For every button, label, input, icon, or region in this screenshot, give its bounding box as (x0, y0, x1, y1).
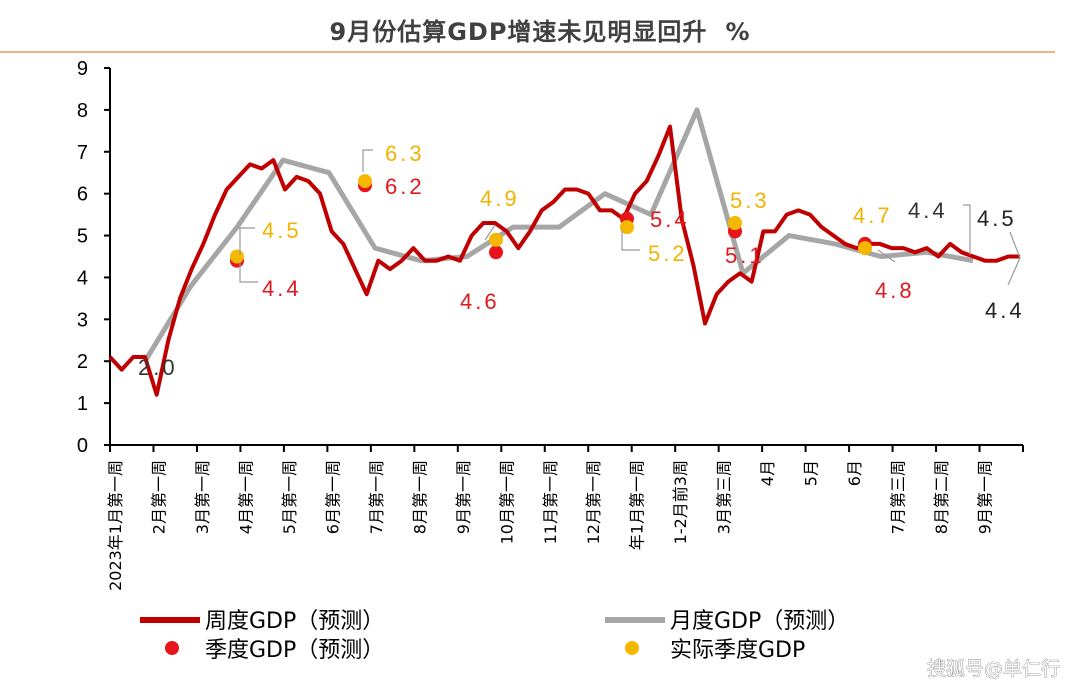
data-label: 4.7 (853, 203, 893, 228)
quarterly-actual-point (230, 249, 244, 264)
data-label: 4.5 (977, 206, 1017, 231)
weekly-gdp-line (108, 124, 1020, 397)
y-tick-label: 2 (77, 351, 88, 373)
leader-line (362, 149, 373, 172)
x-tick-label: 2月第一周 (149, 460, 168, 534)
x-tick-label: 3月第一周 (193, 460, 212, 534)
y-tick-label: 5 (77, 226, 88, 248)
legend-monthly-label: 月度GDP（预测） (670, 609, 849, 634)
data-label: 5.4 (650, 207, 690, 232)
y-tick-label: 0 (77, 435, 88, 457)
data-label: 4.5 (262, 218, 302, 243)
legend: 周度GDP（预测） 月度GDP（预测） 季度GDP（预测） 实际季度GDP (140, 609, 849, 663)
legend-quarterly-forecast-label: 季度GDP（预测） (205, 638, 384, 663)
leader-line (963, 204, 971, 255)
leader-line (1007, 231, 1021, 286)
legend-quarterly-forecast-swatch (165, 641, 179, 655)
x-tick-label: 4月 (758, 460, 777, 486)
legend-quarterly-actual-label: 实际季度GDP (670, 638, 805, 663)
x-tick-label: 1-2月前3周 (671, 460, 690, 544)
x-tick-label: 7月第三周 (889, 460, 908, 534)
x-tick-label: 11月第一周 (541, 460, 560, 544)
x-axis-ticks: 2023年1月第一周 2月第一周 3月第一周 4月第一周 5月第一周 6月第一周 7月第一周… (106, 445, 1024, 591)
leader-line (621, 230, 640, 251)
data-label: 5.1 (725, 243, 765, 268)
x-tick-label: 10月第一周 (497, 460, 516, 544)
data-label: 4.4 (262, 276, 302, 301)
data-label: 4.4 (908, 198, 948, 223)
x-tick-label: 8月第一周 (410, 460, 429, 534)
data-label: 4.4 (985, 298, 1025, 323)
quarterly-actual-point (489, 232, 503, 247)
y-tick-label: 4 (77, 267, 88, 289)
data-label: 4.6 (460, 289, 500, 314)
leader-line (877, 249, 896, 263)
x-tick-label: 5月第一周 (280, 460, 299, 534)
x-tick-label: 4月第一周 (236, 460, 255, 534)
y-axis-ticks: 0 1 2 3 4 5 6 7 8 9 (77, 58, 110, 457)
y-tick-label: 6 (77, 184, 88, 206)
x-tick-label: 3月第三周 (715, 460, 734, 534)
data-label: 6.3 (385, 141, 425, 166)
data-label: 5.3 (730, 188, 770, 213)
y-tick-label: 1 (77, 393, 88, 415)
leader-line (239, 262, 258, 283)
quarterly-actual-point (358, 174, 372, 189)
x-tick-label: 5月 (802, 460, 821, 486)
quarterly-actual-point (620, 220, 634, 235)
x-tick-label: 7月第一周 (367, 460, 386, 534)
y-tick-label: 9 (77, 58, 88, 80)
legend-weekly-label: 周度GDP（预测） (205, 609, 384, 634)
leader-line (239, 227, 255, 255)
data-label: 6.2 (385, 174, 425, 199)
data-label: 4.8 (875, 278, 915, 303)
y-tick-label: 7 (77, 142, 88, 164)
x-tick-label: 8月第二周 (932, 460, 951, 534)
x-tick-label: 6月 (845, 460, 864, 486)
x-tick-label: 年1月第一周 (628, 460, 647, 550)
y-tick-label: 8 (77, 100, 88, 122)
watermark: 搜狐号@单仁行 (927, 658, 1060, 680)
x-tick-label: 2023年1月第一周 (106, 460, 125, 591)
x-tick-label: 9月第一周 (976, 460, 995, 534)
quarterly-forecast-point (489, 245, 503, 260)
chart-title: 9月份估算GDP增速未见明显回升% (330, 18, 751, 46)
axes (109, 68, 1023, 446)
x-tick-label: 12月第一周 (584, 460, 603, 544)
x-tick-label: 6月第一周 (323, 460, 342, 534)
annotations: 2.0 4.5 4.4 6.3 6.2 4.9 4.6 5.4 5.2 5.3 5.1 4.7 4.8 4… (138, 141, 1025, 380)
data-label: 4.9 (480, 186, 520, 211)
quarterly-actual-point (728, 215, 742, 230)
quarterly-actual-point (858, 241, 872, 256)
legend-quarterly-actual-swatch (625, 641, 639, 655)
x-tick-label: 9月第一周 (454, 460, 473, 534)
plot-area (108, 107, 1021, 397)
y-tick-label: 3 (77, 309, 88, 331)
data-label: 5.2 (648, 241, 688, 266)
data-label: 2.0 (138, 355, 178, 380)
leader-line (484, 224, 496, 241)
